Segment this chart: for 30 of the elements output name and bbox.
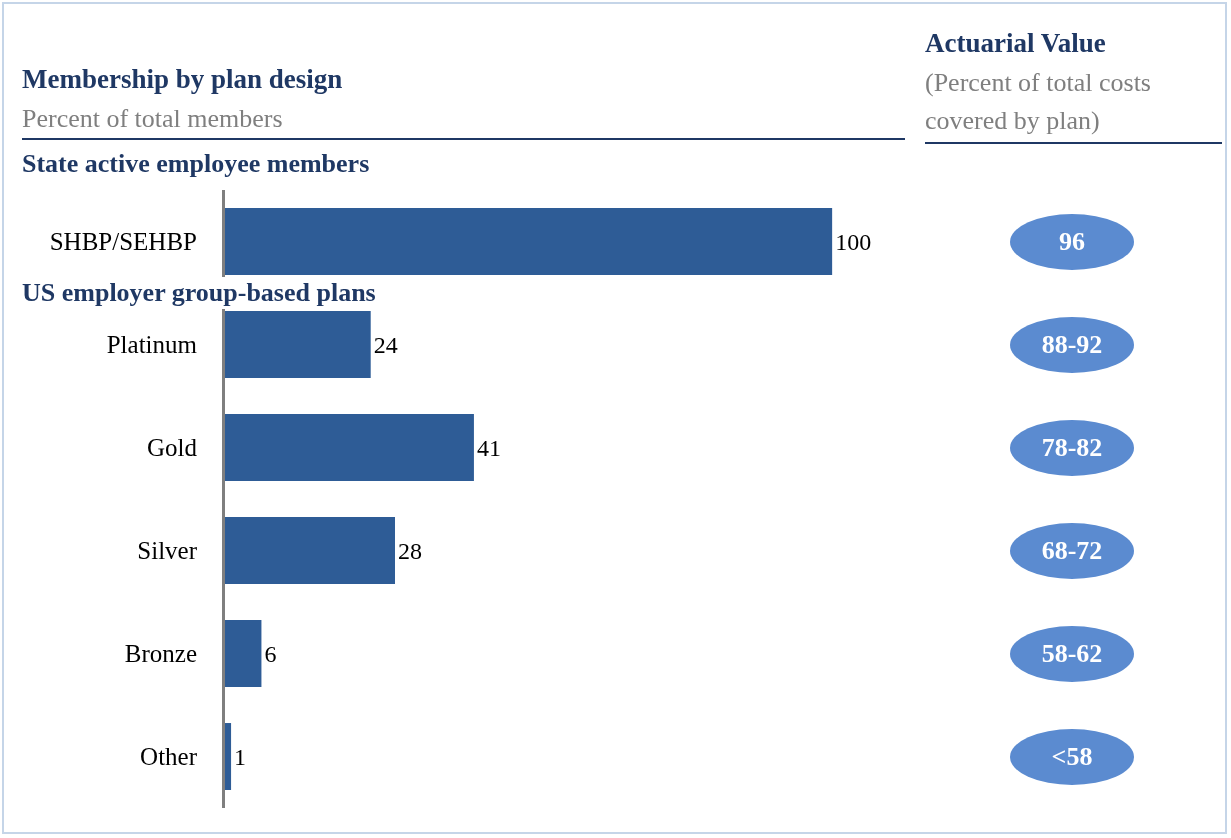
data-label: 6 — [264, 640, 277, 667]
y-tick-label: SHBP/SEHBP — [49, 228, 197, 256]
y-tick-label: Gold — [147, 434, 198, 462]
bar — [225, 723, 232, 790]
text: State active employee members — [22, 148, 370, 180]
chart-title: Membership by plan design — [22, 64, 343, 95]
text: Actuarial Value — [925, 28, 1106, 59]
data-label: 28 — [398, 537, 422, 564]
chart-subtitle: Percent of total members — [22, 104, 905, 140]
y-tick-label: Platinum — [106, 331, 198, 359]
text: (Percent of total costs covered by plan) — [925, 64, 1222, 144]
bar — [225, 620, 262, 687]
annotation: US employer group-based plans — [22, 277, 376, 309]
y-tick-label: Silver — [137, 537, 198, 565]
data-label: 41 — [476, 434, 501, 461]
y-tick-label: Bronze — [124, 640, 197, 668]
bar — [225, 311, 371, 378]
bar — [225, 208, 833, 275]
text: 88-92 — [1041, 329, 1103, 360]
data-label: 24 — [373, 331, 398, 358]
text: 96 — [1059, 226, 1085, 257]
text: 68-72 — [1041, 535, 1103, 566]
y-tick-label: Other — [140, 743, 198, 771]
data-label: 1 — [234, 743, 247, 770]
text: 78-82 — [1041, 432, 1103, 463]
text: <58 — [1051, 741, 1093, 772]
bar — [225, 517, 395, 584]
bar — [225, 414, 474, 481]
text: 58-62 — [1041, 638, 1103, 669]
data-label: 100 — [835, 228, 872, 255]
